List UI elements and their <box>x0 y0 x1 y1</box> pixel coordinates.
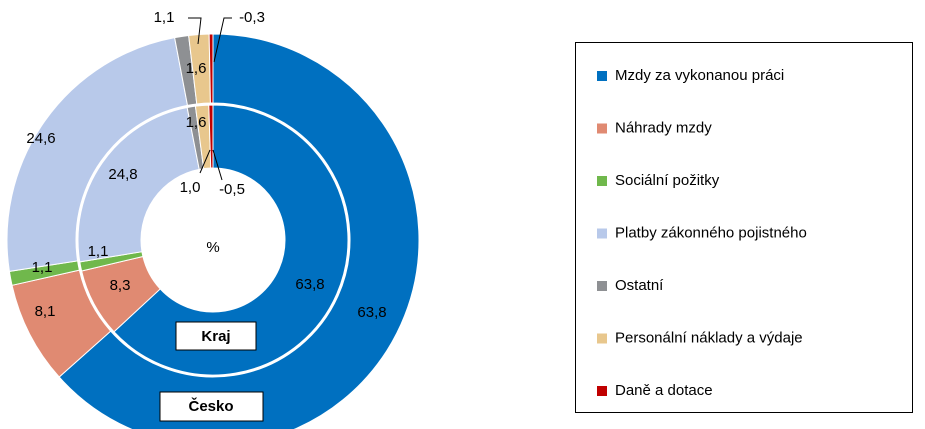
data-label: 24,6 <box>26 130 55 147</box>
slice <box>208 104 214 169</box>
legend-swatch <box>597 386 607 396</box>
slice <box>77 106 200 263</box>
data-label: 1,1 <box>32 259 53 276</box>
data-label: 1,1 <box>88 243 109 260</box>
data-label: 63,8 <box>357 304 386 321</box>
legend-swatch <box>597 123 607 134</box>
slice <box>58 33 420 429</box>
slice <box>113 104 349 376</box>
data-label: -0,5 <box>219 181 245 198</box>
legend-label: Platby zákonného pojistného <box>615 224 807 241</box>
legend-label: Mzdy za vykonanou práci <box>615 67 784 84</box>
legend-items: Mzdy za vykonanou práci Náhrady mzdy Sociá… <box>597 67 807 399</box>
slice <box>6 37 189 272</box>
data-label: 1,6 <box>186 60 207 77</box>
legend-swatch <box>597 228 607 239</box>
data-label: -0,3 <box>239 9 265 26</box>
center-label: % <box>206 239 219 256</box>
data-label: 1,0 <box>180 179 201 196</box>
series-box <box>159 391 264 422</box>
legend-label: Ostatní <box>615 277 664 294</box>
slice <box>208 33 214 104</box>
legend <box>575 42 913 413</box>
leader-line <box>213 17 232 63</box>
legend-label: Personální náklady a výdaje <box>615 329 803 346</box>
data-label: 8,1 <box>35 303 56 320</box>
series-box <box>175 321 257 351</box>
legend-label: Daně a dotace <box>615 382 713 399</box>
rings <box>6 33 420 429</box>
data-label: 63,8 <box>295 276 324 293</box>
leader-line <box>212 149 223 181</box>
data-label: 8,3 <box>110 277 131 294</box>
leader-lines <box>188 17 232 181</box>
legend-swatch <box>597 176 607 186</box>
legend-swatch <box>597 281 607 291</box>
leader-line <box>199 149 211 174</box>
data-label: 1,6 <box>186 114 207 131</box>
legend-swatch <box>597 333 607 344</box>
legend-swatch <box>597 71 607 81</box>
leader-line <box>188 17 202 45</box>
series-name: Česko <box>188 397 233 415</box>
series-name: Kraj <box>201 328 230 345</box>
legend-label: Sociální požitky <box>615 172 720 189</box>
data-label: 24,8 <box>108 166 137 183</box>
data-label: 1,1 <box>154 9 175 26</box>
legend-label: Náhrady mzdy <box>615 119 712 136</box>
